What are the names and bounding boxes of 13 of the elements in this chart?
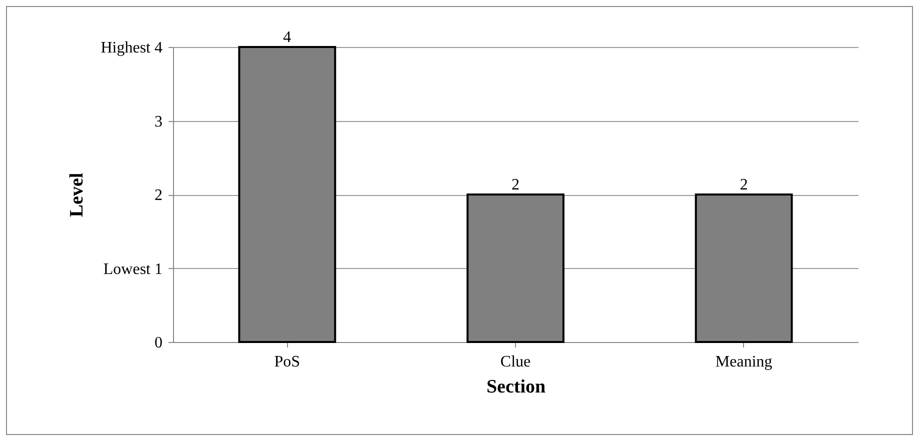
- x-tick-label: Clue: [500, 354, 531, 370]
- y-tick-label: 3: [154, 113, 162, 130]
- x-axis-title: Section: [486, 376, 546, 398]
- y-tick-label: Lowest 1: [103, 260, 162, 278]
- y-axis-title: Level: [66, 172, 88, 218]
- data-label: 2: [512, 176, 520, 194]
- data-label: 2: [740, 176, 748, 194]
- y-tick-label: Highest 4: [100, 40, 162, 56]
- y-tick-label: 0: [154, 334, 162, 352]
- x-tick-label: PoS: [274, 354, 300, 370]
- data-label: 4: [283, 29, 292, 46]
- x-tick-label: Meaning: [715, 354, 772, 370]
- y-tick-label: 2: [154, 187, 162, 204]
